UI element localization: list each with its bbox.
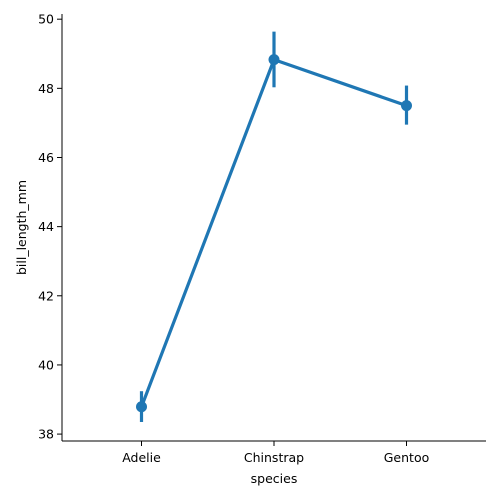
y-tick-label: 42 xyxy=(38,288,54,303)
x-tick-label: Adelie xyxy=(122,450,161,465)
x-tick-label: Chinstrap xyxy=(244,450,304,465)
x-tick-label: Gentoo xyxy=(384,450,430,465)
data-point xyxy=(268,54,280,66)
y-tick-label: 50 xyxy=(38,12,54,27)
y-axis: 38 40 42 44 46 48 50 xyxy=(38,12,62,442)
y-tick-label: 40 xyxy=(38,357,54,372)
y-tick-label: 48 xyxy=(38,81,54,96)
y-tick-label: 46 xyxy=(38,150,54,165)
series-line xyxy=(140,58,408,408)
plot-area xyxy=(136,31,412,422)
y-tick-label: 44 xyxy=(38,219,54,234)
x-axis-label: species xyxy=(251,471,298,486)
x-axis: Adelie Chinstrap Gentoo xyxy=(122,441,429,465)
data-point xyxy=(136,401,147,413)
data-point xyxy=(401,100,412,112)
y-axis-label: bill_length_mm xyxy=(14,180,29,275)
y-tick-label: 38 xyxy=(38,427,54,442)
